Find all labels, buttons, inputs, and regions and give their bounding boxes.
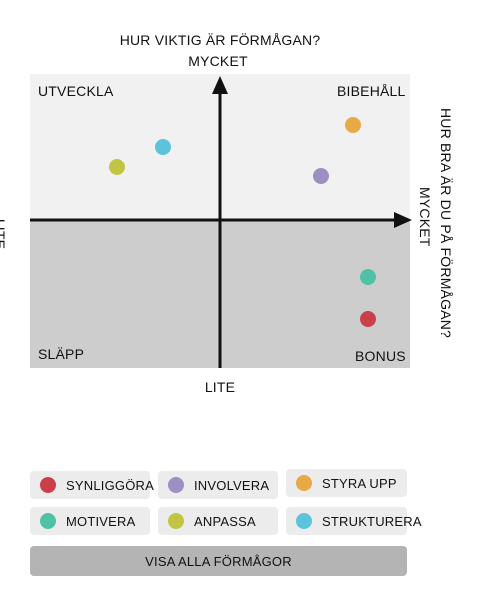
chart-title: HUR VIKTIG ÄR FÖRMÅGAN?	[119, 32, 321, 48]
legend-label: STYRA UPP	[322, 475, 397, 491]
data-point-strukturera[interactable]	[155, 139, 171, 155]
y-axis-top-label: MYCKET	[188, 53, 248, 69]
legend-button-anpassa[interactable]: ANPASSA	[158, 507, 278, 535]
y-axis-arrowhead	[212, 76, 228, 94]
legend-button-styra-upp[interactable]: STYRA UPP	[286, 469, 407, 497]
x-axis-title: HUR BRA ÄR DU PÅ FÖRMÅGAN?	[438, 108, 454, 339]
legend-button-strukturera[interactable]: STRUKTURERA	[286, 507, 422, 535]
legend-label: SYNLIGGÖRA	[66, 477, 154, 493]
quadrant-label-bottom-left: SLÄPP	[38, 346, 85, 362]
legend-label: MOTIVERA	[66, 513, 136, 529]
legend-label: ANPASSA	[194, 513, 256, 529]
swatch-dot-icon	[40, 477, 56, 493]
plot-area	[30, 74, 410, 368]
quadrant-label-top-left: UTVECKLA	[38, 83, 114, 99]
data-point-synliggöra[interactable]	[360, 311, 377, 328]
legend-label: STRUKTURERA	[322, 513, 422, 529]
y-axis-bottom-label: LITE	[204, 379, 236, 395]
legend-label: INVOLVERA	[194, 477, 270, 493]
legend-button-synliggora[interactable]: SYNLIGGÖRA	[30, 471, 154, 499]
legend-button-involvera[interactable]: INVOLVERA	[158, 471, 278, 499]
data-point-motivera[interactable]	[360, 268, 377, 285]
swatch-dot-icon	[296, 475, 312, 491]
quadrant-label-bottom-right: BONUS	[355, 348, 406, 364]
show-all-button[interactable]: VISA ALLA FÖRMÅGOR	[30, 546, 407, 576]
data-point-involvera[interactable]	[312, 168, 329, 185]
swatch-dot-icon	[168, 477, 184, 493]
data-point-styra upp[interactable]	[345, 117, 361, 134]
data-point-anpassa[interactable]	[109, 159, 126, 176]
x-axis-arrowhead	[394, 212, 412, 228]
swatch-dot-icon	[40, 513, 56, 529]
quadrant-label-top-right: BIBEHÅLL	[337, 83, 406, 99]
legend-button-motivera[interactable]: MOTIVERA	[30, 507, 150, 535]
x-axis-right-label: MYCKET	[417, 187, 433, 247]
swatch-dot-icon	[168, 513, 184, 529]
x-axis-left-label: LITE	[0, 218, 8, 250]
swatch-dot-icon	[296, 513, 312, 529]
